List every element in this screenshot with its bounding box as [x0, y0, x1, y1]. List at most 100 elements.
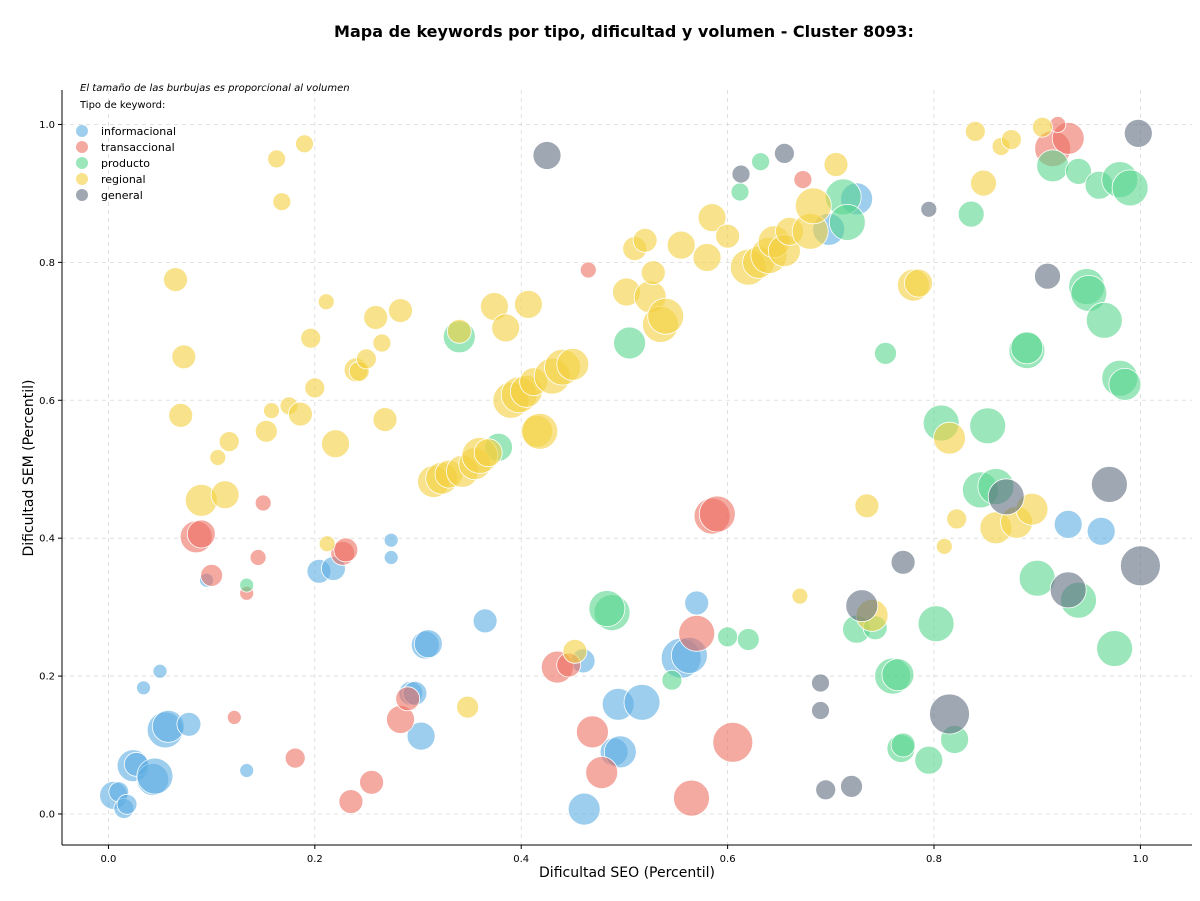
bubble-regional — [304, 377, 326, 399]
chart-title: Mapa de keywords por tipo, dificultad y … — [334, 22, 914, 41]
x-tick-label: 0.6 — [720, 854, 736, 865]
bubble-general — [774, 142, 795, 164]
bubble-informacional — [472, 608, 498, 634]
bubble-general — [845, 589, 879, 623]
bubble-informacional — [383, 532, 399, 548]
bubble-general — [840, 775, 863, 798]
bubble-producto — [1096, 630, 1133, 667]
bubble-producto — [1018, 559, 1056, 597]
bubble-regional — [473, 438, 503, 468]
bubble-transaccional — [698, 495, 736, 533]
bubble-regional — [647, 297, 685, 335]
bubble-producto — [588, 590, 626, 627]
bubble-informacional — [1086, 516, 1116, 546]
bubble-regional — [295, 134, 314, 154]
bubble-producto — [736, 628, 760, 651]
bubble-producto — [1065, 157, 1092, 185]
bubble-regional — [935, 538, 953, 555]
bubble-general — [811, 701, 830, 720]
legend-label-informacional: informacional — [101, 125, 176, 138]
bubble-regional — [318, 535, 336, 553]
bubble-regional — [363, 305, 389, 330]
bubble-general — [929, 693, 970, 735]
bubble-regional — [163, 267, 188, 293]
y-tick-label: 0.0 — [39, 809, 55, 820]
bubble-general — [920, 200, 938, 218]
series-transaccional — [179, 116, 1085, 817]
bubble-transaccional — [585, 756, 619, 789]
bubble-general — [815, 779, 837, 801]
bubble-general — [1120, 545, 1161, 587]
bubble-regional — [692, 243, 722, 272]
bubble-producto — [1111, 169, 1149, 207]
bubble-informacional — [136, 680, 151, 696]
bubble-regional — [267, 149, 287, 169]
legend-items: informacional transaccional producto region… — [76, 125, 176, 202]
bubble-transaccional — [359, 769, 385, 795]
bubble-informacional — [413, 629, 443, 659]
bubble-regional — [1001, 129, 1022, 151]
y-tick-label: 0.4 — [39, 534, 55, 545]
bubble-producto — [914, 745, 944, 775]
series-general — [532, 118, 1161, 801]
bubble-regional — [372, 407, 398, 433]
legend-label-transaccional: transaccional — [101, 141, 175, 154]
x-tick-label: 0.0 — [100, 854, 116, 865]
bubble-producto — [1010, 331, 1044, 365]
bubble-producto — [881, 658, 915, 692]
bubble-producto — [1036, 149, 1070, 183]
bubble-regional — [388, 298, 413, 324]
bubble-producto — [890, 732, 916, 758]
bubble-informacional — [116, 793, 138, 815]
bubble-producto — [730, 182, 750, 202]
bubble-regional — [556, 347, 590, 381]
bubble-regional — [970, 169, 997, 197]
x-tick-label: 0.4 — [513, 854, 529, 865]
bubble-regional — [697, 203, 727, 233]
bubble-informacional — [623, 683, 661, 721]
bubble-regional — [632, 227, 658, 253]
legend-note: El tamaño de las burbujas es proporciona… — [80, 83, 350, 94]
bubble-regional — [854, 493, 880, 519]
data-points — [99, 116, 1161, 826]
bubble-transaccional — [284, 747, 306, 769]
bubble-regional — [933, 421, 966, 455]
bubble-transaccional — [678, 614, 716, 652]
bubble-transaccional — [249, 549, 267, 566]
bubble-regional — [715, 223, 740, 249]
bubble-regional — [300, 327, 322, 349]
bubble-regional — [317, 293, 335, 311]
bubble-transaccional — [712, 721, 754, 763]
bubble-regional — [666, 230, 696, 260]
bubble-producto — [957, 200, 985, 228]
legend-marker-producto — [76, 157, 88, 169]
x-axis-label: Dificultad SEO (Percentil) — [539, 865, 715, 881]
y-axis-label: Dificultad SEM (Percentil) — [21, 380, 37, 557]
bubble-general — [987, 478, 1025, 516]
y-tick-label: 0.6 — [39, 396, 55, 407]
bubble-informacional — [176, 711, 202, 737]
y-tick-label: 1.0 — [39, 120, 55, 131]
bubble-general — [1049, 571, 1087, 609]
bubble-transaccional — [579, 261, 597, 279]
bubble-transaccional — [338, 789, 364, 814]
bubble-informacional — [684, 590, 710, 616]
bubble-general — [890, 549, 916, 575]
bubble-transaccional — [673, 779, 710, 817]
bubble-regional — [209, 449, 227, 466]
bubble-regional — [562, 638, 588, 664]
legend-marker-regional — [76, 173, 88, 185]
bubble-regional — [218, 431, 240, 453]
series-producto — [239, 149, 1149, 775]
bubble-transaccional — [200, 564, 224, 587]
bubble-general — [1034, 262, 1061, 290]
bubble-producto — [661, 669, 683, 691]
bubble-transaccional — [395, 686, 421, 712]
bubble-informacional — [567, 792, 601, 826]
bubble-transaccional — [576, 715, 609, 749]
bubble-informacional — [1053, 510, 1083, 539]
x-tick-label: 0.8 — [926, 854, 942, 865]
bubble-producto — [917, 605, 955, 643]
series-regional — [163, 116, 1053, 719]
